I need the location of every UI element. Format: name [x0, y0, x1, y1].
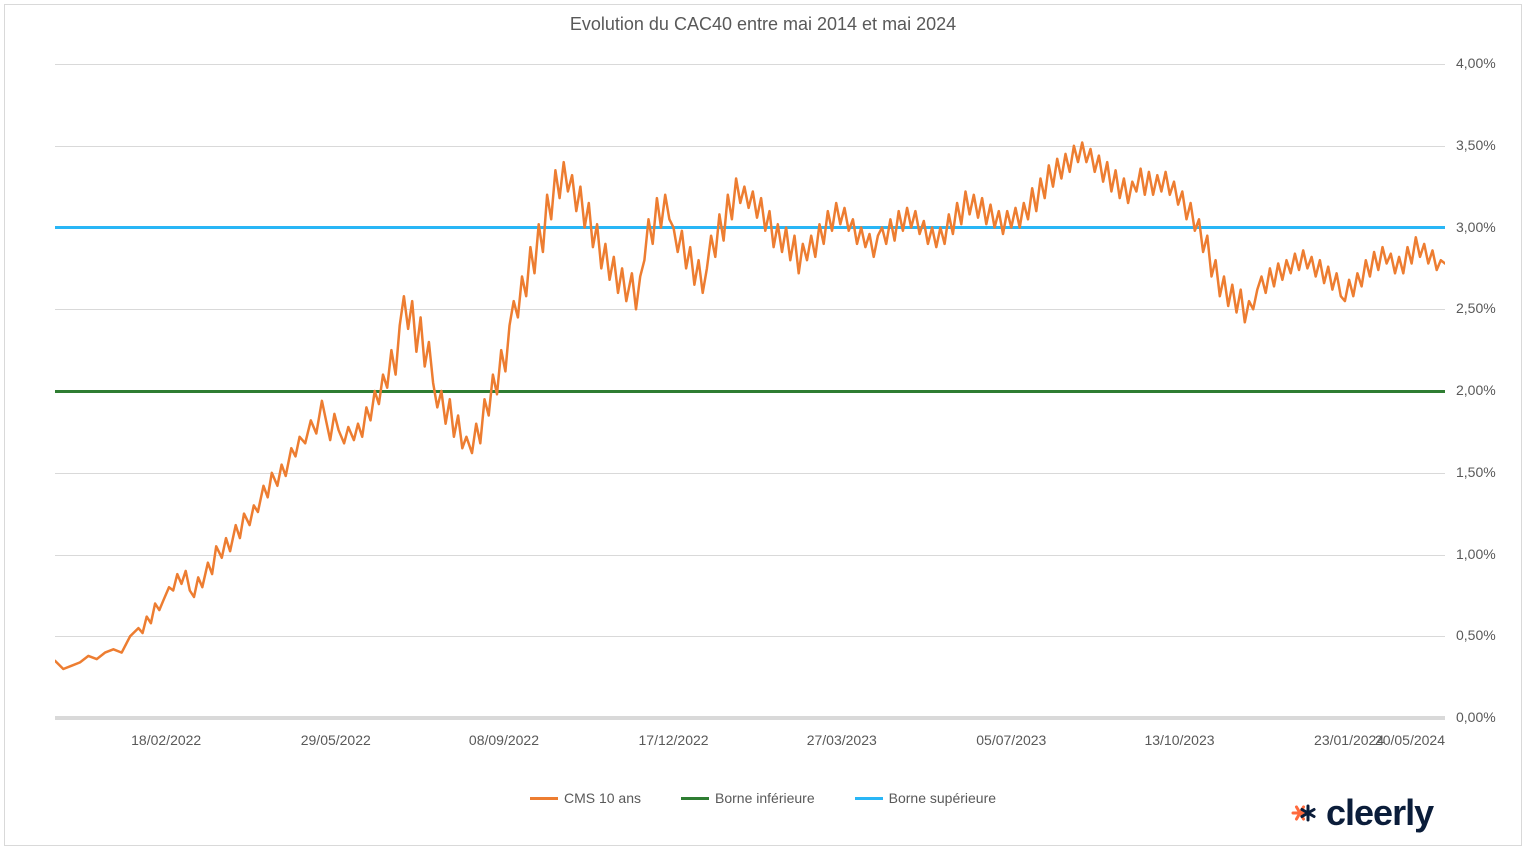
- x-tick-label: 29/05/2022: [301, 732, 371, 748]
- x-tick-label: 17/12/2022: [639, 732, 709, 748]
- x-tick-label: 27/03/2023: [807, 732, 877, 748]
- y-tick-label: 3,00%: [1456, 219, 1496, 235]
- legend-item: Borne supérieure: [855, 790, 996, 806]
- x-tick-label: 23/01/2024: [1314, 732, 1384, 748]
- plot-area: [55, 64, 1445, 718]
- x-tick-label: 18/02/2022: [131, 732, 201, 748]
- x-tick-label: 05/07/2023: [976, 732, 1046, 748]
- y-tick-label: 4,00%: [1456, 55, 1496, 71]
- legend-swatch: [530, 797, 558, 800]
- x-tick-label: 20/05/2024: [1375, 732, 1445, 748]
- legend-swatch: [855, 797, 883, 800]
- y-tick-label: 2,50%: [1456, 300, 1496, 316]
- legend-item: Borne inférieure: [681, 790, 815, 806]
- x-tick-label: 13/10/2023: [1144, 732, 1214, 748]
- legend-item: CMS 10 ans: [530, 790, 641, 806]
- y-tick-label: 0,50%: [1456, 627, 1496, 643]
- y-tick-label: 0,00%: [1456, 709, 1496, 725]
- y-tick-label: 1,00%: [1456, 546, 1496, 562]
- legend-label: Borne inférieure: [715, 790, 815, 806]
- y-tick-label: 3,50%: [1456, 137, 1496, 153]
- y-tick-label: 2,00%: [1456, 382, 1496, 398]
- legend-label: Borne supérieure: [889, 790, 996, 806]
- x-tick-label: 08/09/2022: [469, 732, 539, 748]
- brand-asterisk-icon: [1290, 799, 1318, 827]
- legend-label: CMS 10 ans: [564, 790, 641, 806]
- legend-swatch: [681, 797, 709, 800]
- chart-title: Evolution du CAC40 entre mai 2014 et mai…: [0, 14, 1526, 35]
- y-tick-label: 1,50%: [1456, 464, 1496, 480]
- series-line: [55, 64, 1445, 718]
- brand-logo: cleerly: [1290, 792, 1433, 834]
- brand-text: cleerly: [1326, 792, 1433, 834]
